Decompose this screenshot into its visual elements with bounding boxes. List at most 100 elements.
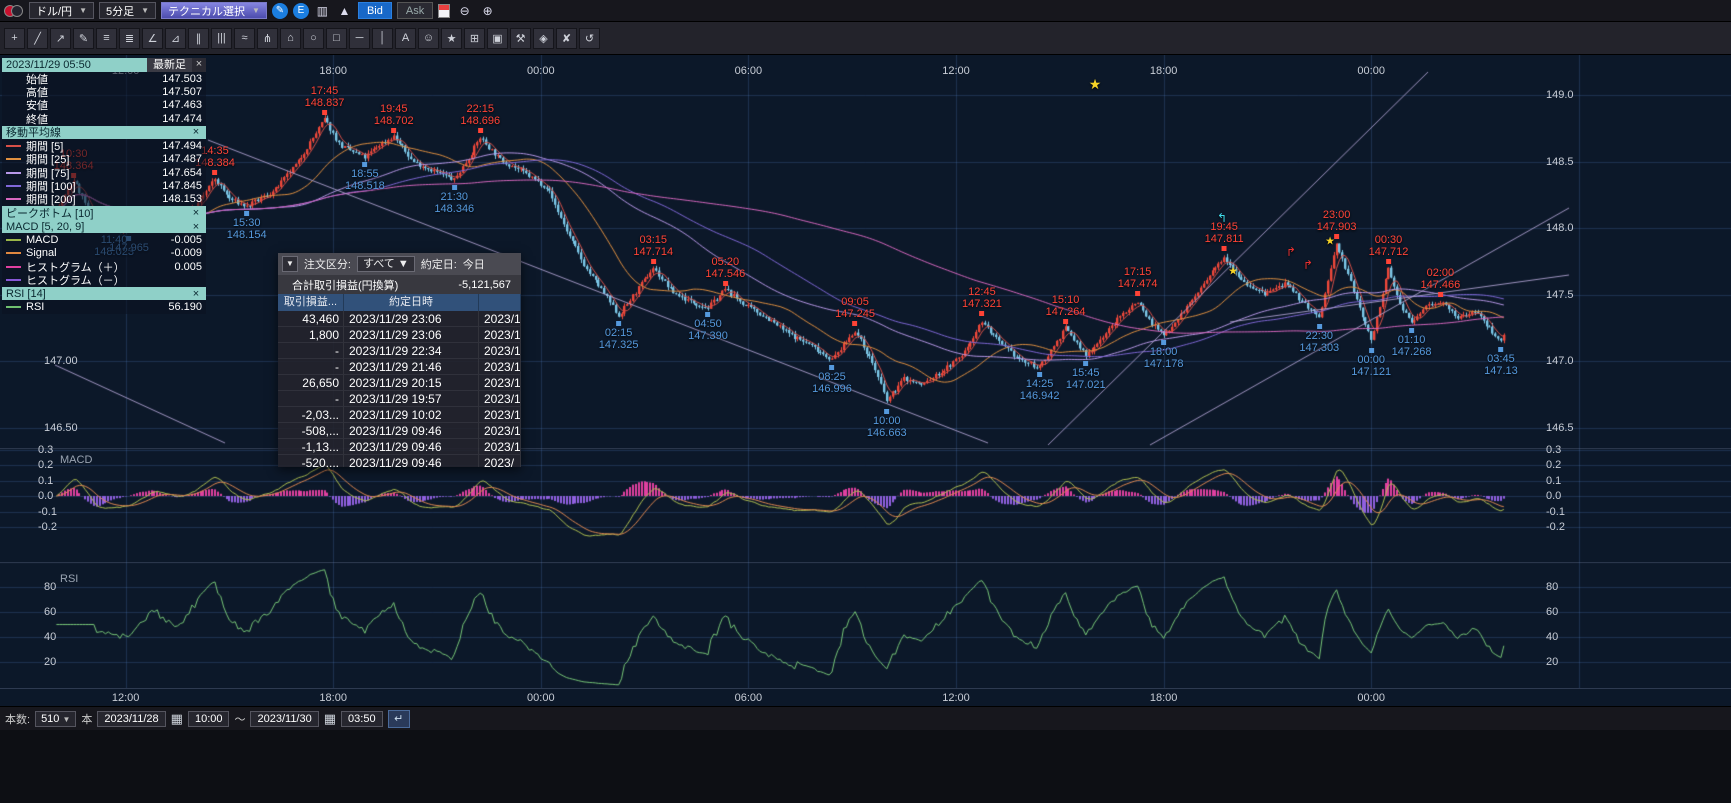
bar-count-select[interactable]: 510 ▼ (35, 711, 76, 727)
table-row[interactable]: -520,...2023/11/29 09:462023/ (278, 455, 521, 467)
rectangle-tool[interactable]: □ (326, 28, 347, 49)
ray-tool[interactable]: ↗ (50, 28, 71, 49)
parallel-lines-tool[interactable]: ∥ (188, 28, 209, 49)
info-icon[interactable]: E (293, 3, 309, 19)
wrench-tool[interactable]: ⚒ (510, 28, 531, 49)
date-to-input[interactable]: 2023/11/30 (250, 711, 318, 727)
crosshair-tool[interactable]: + (4, 28, 25, 49)
horizontal-line-tool[interactable]: ─ (349, 28, 370, 49)
close-icon[interactable]: × (190, 126, 202, 138)
duplicate-tool[interactable]: ⊞ (464, 28, 485, 49)
popup-collapse-dropdown[interactable]: ▼ (282, 256, 298, 272)
line-chart-icon[interactable]: ▲ (336, 4, 353, 18)
candlestick-chart-icon[interactable]: ▥ (314, 4, 331, 18)
apply-range-button[interactable]: ↵ (388, 710, 410, 728)
zoom-out-icon[interactable]: ⊖ (456, 4, 473, 18)
swing-marker (723, 281, 728, 286)
indicator-section-header[interactable]: ピークボトム [10]× (2, 206, 206, 220)
column-header[interactable]: 取引損益... (278, 294, 344, 311)
datetime-cell: 2023/11/29 20:15 (344, 375, 479, 390)
table-row[interactable]: -1,13...2023/11/29 09:462023/1 (278, 439, 521, 455)
pitchfork-tool[interactable]: ⋔ (257, 28, 278, 49)
time-axis-label: 18:00 (319, 64, 347, 78)
low-annotation: 10:00146.663 (867, 408, 907, 439)
table-row[interactable]: -508,...2023/11/29 09:462023/1 (278, 423, 521, 439)
pair-select[interactable]: ドル/円▼ (29, 2, 94, 19)
annotation-price: 148.837 (305, 97, 345, 109)
time-to-input[interactable]: 03:50 (341, 711, 383, 727)
top-toolbar: ドル/円▼ 5分足▼ テクニカル選択▼ ✎ E ▥ ▲ Bid Ask ⊖ ⊕ (0, 0, 1731, 22)
annotation-price: 148.346 (434, 203, 474, 215)
swing-marker (212, 170, 217, 175)
high-annotation: 00:30147.712 (1369, 234, 1409, 265)
gann-fan-tool[interactable]: ⊿ (165, 28, 186, 49)
price-axis-label: 149.0 (1546, 88, 1574, 102)
circle-tool[interactable]: ○ (303, 28, 324, 49)
undo-drawing-tool[interactable]: ↺ (579, 28, 600, 49)
close-icon[interactable]: × (190, 221, 202, 233)
technical-select[interactable]: テクニカル選択▼ (161, 2, 267, 19)
close-icon[interactable]: × (192, 58, 206, 72)
zoom-in-icon[interactable]: ⊕ (479, 4, 496, 18)
indicator-value: 147.463 (162, 99, 202, 111)
fib-retracement-tool[interactable]: ≈ (234, 28, 255, 49)
time-from-input[interactable]: 10:00 (188, 711, 230, 727)
icon-stamp-tool[interactable]: ☺ (418, 28, 439, 49)
freehand-tool[interactable]: ✎ (73, 28, 94, 49)
annotation-price: 147.714 (633, 246, 673, 258)
bid-button[interactable]: Bid (358, 2, 392, 19)
annotation-time: 22:15 (466, 103, 494, 115)
indicator-panel-body: 始値147.503高値147.507安値147.463終値147.474移動平均… (2, 72, 206, 314)
table-row[interactable]: 43,4602023/11/29 23:062023/1 (278, 311, 521, 327)
table-row[interactable]: 1,8002023/11/29 23:062023/1 (278, 327, 521, 343)
extended-lines-tool[interactable]: ≣ (119, 28, 140, 49)
column-header[interactable] (479, 294, 521, 311)
column-header[interactable]: 約定日時 (344, 294, 479, 311)
table-row[interactable]: -2023/11/29 22:342023/1 (278, 343, 521, 359)
ask-button[interactable]: Ask (397, 2, 433, 19)
order-type-value: すべて (363, 258, 395, 270)
trendline-tool[interactable]: ╱ (27, 28, 48, 49)
vertical-line-tool[interactable]: │ (372, 28, 393, 49)
indicator-section-header[interactable]: MACD [5, 20, 9]× (2, 220, 206, 234)
draw-pencil-icon[interactable]: ✎ (272, 3, 288, 19)
timeframe-select[interactable]: 5分足▼ (99, 2, 156, 19)
macd-tick-label: 0.2 (1546, 458, 1561, 472)
order-type-select[interactable]: すべて ▼ (357, 256, 415, 272)
eraser-tool[interactable]: ◈ (533, 28, 554, 49)
table-row[interactable]: -2023/11/29 19:572023/1 (278, 391, 521, 407)
close-icon[interactable]: × (190, 207, 202, 219)
datetime2-cell: 2023/1 (479, 359, 521, 374)
annotation-price: 147.390 (688, 330, 728, 342)
app-icon (4, 4, 24, 18)
table-row[interactable]: -2023/11/29 21:462023/1 (278, 359, 521, 375)
low-annotation: 14:25146.942 (1020, 371, 1060, 402)
indicator-section-header[interactable]: RSI [14]× (2, 287, 206, 301)
fib-timezone-tool[interactable]: ||| (211, 28, 232, 49)
delete-drawing-tool[interactable]: ✘ (556, 28, 577, 49)
price-axis-label: 146.50 (44, 421, 78, 435)
calendar-icon[interactable]: ▦ (324, 711, 336, 727)
table-row[interactable]: 26,6502023/11/29 20:152023/1 (278, 375, 521, 391)
datetime2-cell: 2023/ (479, 455, 521, 467)
icon-stamp2-tool[interactable]: ★ (441, 28, 462, 49)
indicator-swatch (6, 91, 21, 93)
pentagon-tool[interactable]: ⌂ (280, 28, 301, 49)
bar-unit-label: 本 (81, 711, 92, 727)
visibility-tool[interactable]: ▣ (487, 28, 508, 49)
toolbar-icon-group: ✎ E ▥ ▲ (272, 3, 353, 19)
total-pl-row: 合計取引損益(円換算) -5,121,567 (278, 275, 521, 294)
price-axis-label: 148.5 (1546, 155, 1574, 169)
chart-page-icon[interactable] (438, 4, 450, 18)
close-icon[interactable]: × (190, 288, 202, 300)
text-tool[interactable]: A (395, 28, 416, 49)
datetime-cell: 2023/11/29 19:57 (344, 391, 479, 406)
date-from-input[interactable]: 2023/11/28 (97, 711, 165, 727)
calendar-icon[interactable]: ▦ (171, 711, 183, 727)
datetime-cell: 2023/11/29 10:02 (344, 407, 479, 422)
low-annotation: 03:45147.13 (1484, 346, 1518, 377)
fan-lines-tool[interactable]: ∠ (142, 28, 163, 49)
table-row[interactable]: -2,03...2023/11/29 10:022023/1 (278, 407, 521, 423)
swing-marker (1135, 291, 1140, 296)
horizontal-lines-tool[interactable]: ≡ (96, 28, 117, 49)
